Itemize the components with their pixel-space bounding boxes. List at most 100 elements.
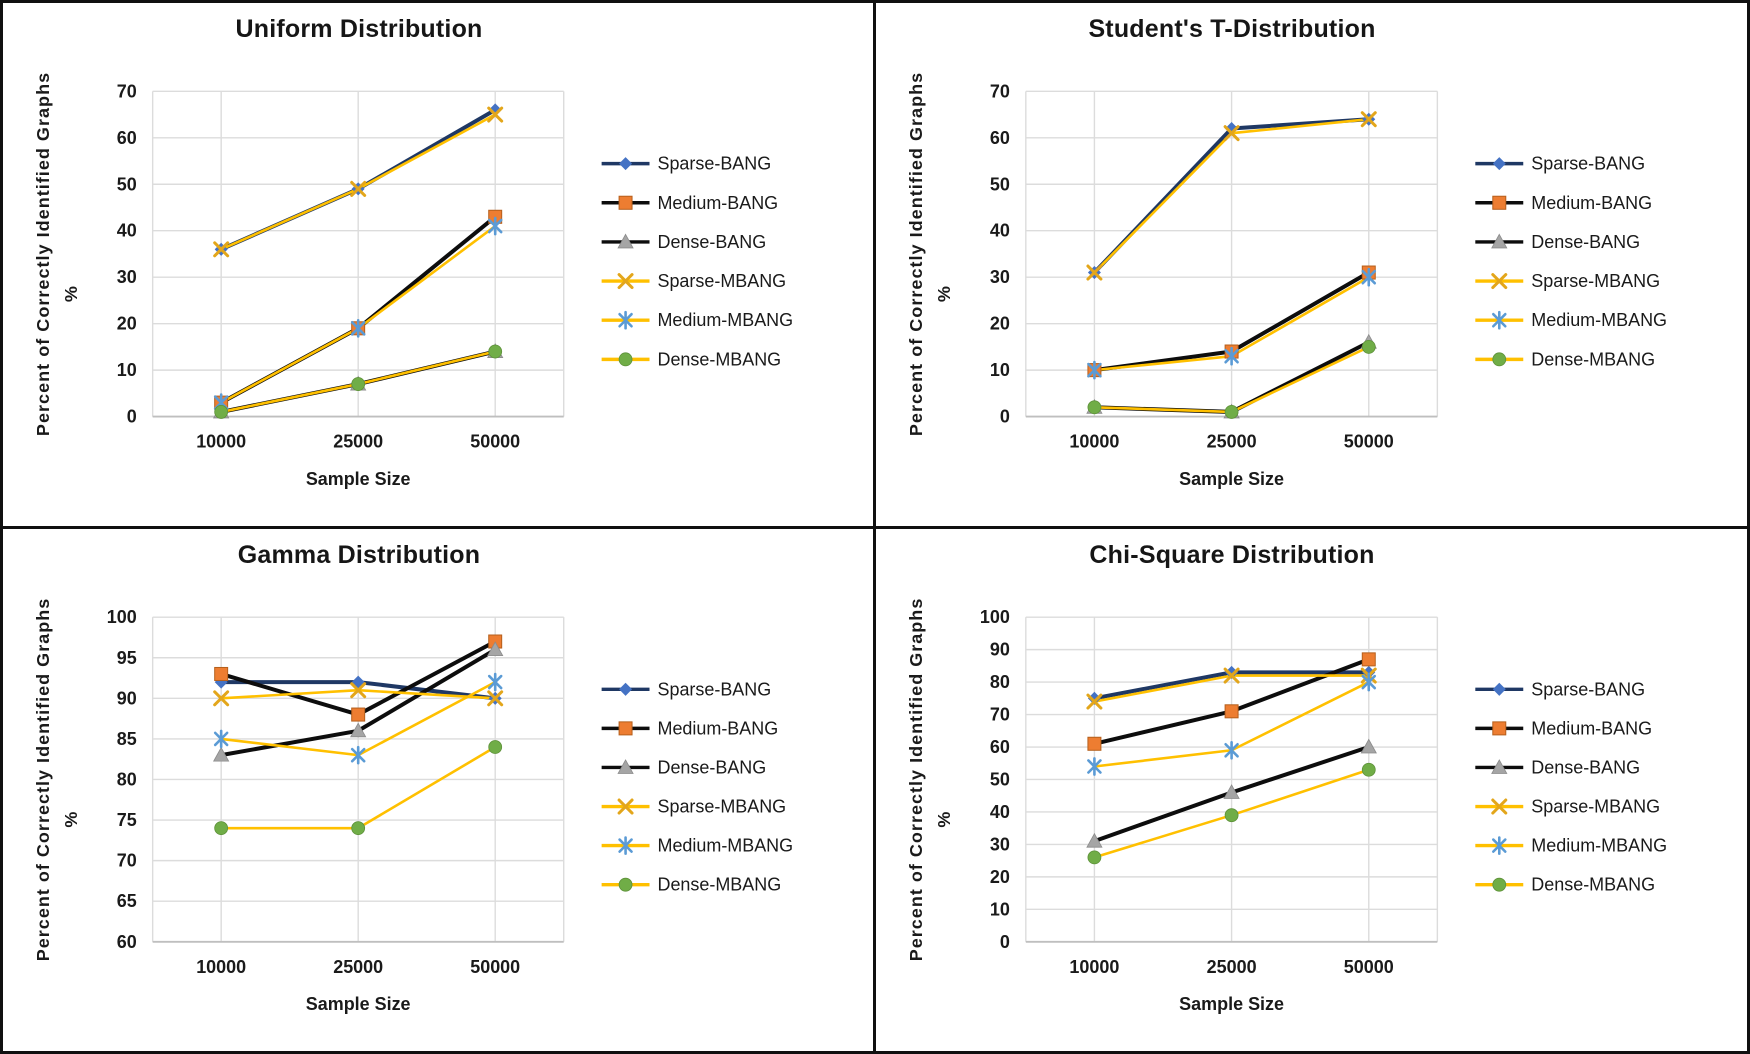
y-tick-label: 75 — [117, 810, 137, 830]
legend-marker-dense-mbang — [618, 877, 633, 892]
y-tick-label: 30 — [117, 267, 137, 287]
marker-sparse-mbang-25000 — [350, 180, 367, 197]
marker-dense-mbang-50000 — [488, 740, 503, 754]
legend-label: Dense-MBANG — [1531, 349, 1655, 369]
y-axis-title: Percent of Correctly Identified Graphs — [906, 72, 926, 436]
y-tick-label: 60 — [117, 128, 137, 148]
legend-item-sparse-bang: Sparse-BANG — [1475, 154, 1645, 174]
chart-title-students-t: Student's T-Distribution — [1088, 15, 1376, 43]
marker-sparse-mbang-25000 — [1223, 125, 1240, 142]
marker-medium-bang-50000 — [1361, 652, 1376, 667]
marker-dense-mbang-10000 — [214, 821, 229, 836]
marker-sparse-mbang-50000 — [487, 690, 504, 707]
marker-medium-mbang-25000 — [350, 745, 366, 765]
y-tick-label: 0 — [1000, 407, 1010, 427]
legend-marker-dense-bang — [617, 759, 634, 774]
gridlines — [1025, 616, 1439, 943]
chi-square-distribution-chart: 0 10 20 30 40 50 60 70 80 90 100 10000 25000 50000 Sam… — [906, 598, 1667, 1014]
marker-sparse-mbang-10000 — [1086, 264, 1103, 281]
y-tick-label: 60 — [990, 128, 1010, 148]
y-tick-label: 40 — [117, 221, 137, 241]
y-axis-title-percent: % — [61, 812, 81, 828]
legend-marker-medium-bang — [618, 721, 633, 736]
marker-dense-mbang-25000 — [351, 377, 366, 391]
marker-sparse-bang-25000 — [1225, 665, 1239, 679]
marker-medium-mbang-25000 — [1224, 346, 1239, 366]
marker-dense-mbang-50000 — [488, 344, 503, 359]
legend-marker-dense-mbang — [1492, 352, 1507, 367]
y-axis-title: Percent of Correctly Identified Graphs — [33, 598, 53, 962]
x-axis-title: Sample Size — [306, 469, 411, 489]
marker-dense-mbang-25000 — [1224, 808, 1239, 823]
x-tick-label: 10000 — [1069, 957, 1119, 977]
chart-title-chi-square: Chi-Square Distribution — [1089, 541, 1375, 569]
marker-medium-mbang-50000 — [487, 216, 503, 236]
legend-marker-sparse-mbang — [1491, 273, 1508, 290]
chart-title-uniform: Uniform Distribution — [235, 15, 483, 43]
marker-medium-bang-25000 — [1224, 704, 1239, 719]
legend-label: Dense-BANG — [1531, 757, 1640, 777]
x-tick-label: 10000 — [196, 957, 246, 977]
y-tick-label: 90 — [990, 640, 1010, 660]
legend-item-dense-bang: Dense-BANG — [1475, 232, 1640, 252]
legend-item-sparse-bang: Sparse-BANG — [1475, 679, 1645, 699]
legend-marker-sparse-bang — [1492, 682, 1506, 696]
marker-medium-mbang-50000 — [487, 672, 503, 692]
x-tick-label: 25000 — [333, 957, 383, 977]
marker-dense-bang-10000 — [213, 746, 230, 762]
legend-item-medium-mbang: Medium-MBANG — [1475, 836, 1667, 856]
panel-chi-square-distribution: Chi-Square Distribution 0 10 20 30 40 50 60 70 8… — [873, 526, 1747, 1051]
y-tick-label: 80 — [117, 769, 137, 789]
legend-item-medium-mbang: Medium-MBANG — [601, 836, 793, 856]
x-tick-label: 25000 — [1207, 432, 1257, 452]
legend-item-dense-bang: Dense-BANG — [601, 232, 766, 252]
y-tick-label: 10 — [990, 360, 1010, 380]
legend-marker-sparse-bang — [619, 157, 633, 171]
gridlines — [151, 616, 565, 943]
gridlines — [151, 90, 565, 418]
legend-item-sparse-mbang: Sparse-MBANG — [601, 797, 786, 817]
series-markers — [213, 103, 504, 419]
marker-sparse-mbang-10000 — [213, 241, 230, 258]
legend-label: Sparse-BANG — [657, 679, 771, 699]
marker-medium-mbang-25000 — [1224, 740, 1239, 760]
legend-item-medium-mbang: Medium-MBANG — [1475, 310, 1667, 330]
y-axis-title-percent: % — [934, 286, 954, 302]
legend-item-sparse-bang: Sparse-BANG — [601, 679, 771, 699]
legend-label: Sparse-BANG — [1531, 679, 1645, 699]
legend-label: Medium-BANG — [1531, 718, 1652, 738]
legend-marker-sparse-mbang — [617, 798, 634, 815]
legend-label: Sparse-BANG — [1531, 154, 1645, 174]
legend-item-sparse-mbang: Sparse-MBANG — [1475, 797, 1660, 817]
legend-marker-medium-mbang — [1491, 836, 1507, 855]
uniform-distribution-chart: 0 10 20 30 40 50 60 70 10000 25000 50000 Sample Siz… — [33, 72, 793, 489]
panel-uniform-distribution: Uniform Distribution 0 10 20 30 40 50 60 70 1000… — [3, 3, 873, 526]
legend-label: Sparse-MBANG — [1531, 271, 1660, 291]
legend-marker-medium-bang — [1492, 195, 1507, 210]
legend: Sparse-BANG Medium-BANG Dense-BANG Sparse-M… — [1475, 154, 1667, 369]
y-tick-label: 60 — [990, 737, 1010, 757]
legend-label: Dense-BANG — [657, 757, 766, 777]
legend-marker-dense-bang — [1491, 233, 1508, 249]
y-axis-title: Percent of Correctly Identified Graphs — [33, 72, 53, 436]
marker-medium-mbang-50000 — [1361, 267, 1377, 287]
x-axis-title: Sample Size — [306, 994, 411, 1014]
marker-sparse-bang-10000 — [1087, 691, 1101, 705]
legend-label: Medium-MBANG — [657, 836, 793, 856]
marker-dense-mbang-25000 — [351, 821, 366, 836]
legend-label: Medium-MBANG — [1531, 836, 1667, 856]
legend-marker-sparse-mbang — [1491, 798, 1508, 815]
legend-marker-sparse-mbang — [617, 273, 634, 290]
legend-label: Dense-BANG — [1531, 232, 1640, 252]
legend-item-dense-mbang: Dense-MBANG — [601, 875, 781, 895]
y-tick-label: 100 — [980, 607, 1010, 627]
y-tick-label: 70 — [117, 81, 137, 101]
legend-marker-medium-mbang — [618, 310, 633, 330]
marker-dense-mbang-10000 — [1087, 400, 1102, 415]
legend-marker-medium-mbang — [1491, 310, 1507, 330]
y-tick-label: 40 — [990, 221, 1010, 241]
x-tick-label: 25000 — [1207, 957, 1257, 977]
legend-item-medium-bang: Medium-BANG — [601, 193, 778, 213]
y-tick-label: 10 — [117, 360, 137, 380]
y-tick-label: 70 — [117, 851, 137, 871]
